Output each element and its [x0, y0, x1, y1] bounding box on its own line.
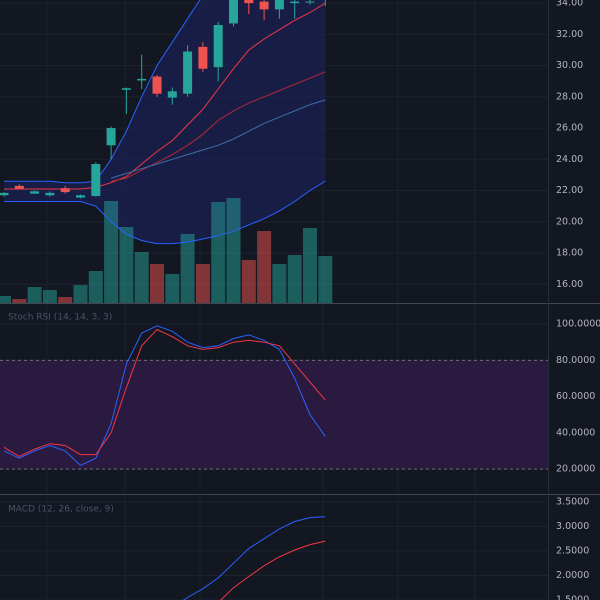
volume-bar — [73, 285, 88, 303]
candle-body — [91, 163, 101, 197]
volume-bar — [318, 256, 333, 303]
candle-body — [30, 191, 40, 194]
candle-body — [14, 185, 24, 189]
y-tick-label: 20.00 — [556, 216, 583, 227]
indicator-line — [4, 0, 201, 184]
candle-body — [290, 1, 300, 4]
candle-body — [76, 195, 85, 198]
pane — [0, 0, 548, 303]
volume-bar — [226, 198, 241, 303]
band-fill — [0, 360, 548, 470]
volume-bar — [27, 287, 42, 303]
volume-bar — [195, 264, 210, 303]
y-tick-label: 26.00 — [556, 123, 583, 134]
indicator-line — [4, 180, 326, 245]
volume-bar — [88, 271, 103, 303]
y-tick-label: 28.00 — [556, 91, 583, 102]
indicator-line — [182, 516, 326, 600]
y-tick-label: 22.00 — [556, 185, 583, 196]
volume-bar — [134, 252, 149, 303]
y-tick-label: 32.00 — [556, 29, 583, 40]
indicator-line — [3, 325, 326, 466]
y-tick-label: 34.00 — [556, 0, 583, 9]
y-tick-label: 16.00 — [556, 279, 583, 290]
y-tick-label: 30.00 — [556, 60, 583, 71]
candle-body — [259, 1, 269, 10]
candle-body — [183, 51, 193, 94]
y-tick-label: 3.0000 — [556, 521, 589, 532]
volume-bar — [150, 264, 164, 303]
volume-bar — [165, 274, 180, 303]
candle-body — [274, 0, 284, 10]
y-tick-label: 80.0000 — [556, 355, 595, 366]
volume-bar — [257, 231, 272, 303]
y-tick-label: 1.5000 — [556, 595, 589, 600]
volume-bar — [119, 227, 134, 303]
volume-bar — [42, 290, 57, 303]
volume-bar — [211, 202, 226, 303]
candle-body — [305, 1, 315, 3]
volume-bar — [241, 260, 256, 303]
y-tick-label: 18.00 — [556, 248, 583, 259]
indicator-title: Stoch RSI (14, 14, 3, 3) — [8, 313, 112, 323]
indicator-line — [110, 99, 326, 179]
y-tick-label: 40.0000 — [556, 427, 595, 438]
pane — [0, 305, 548, 493]
candle-body — [121, 88, 131, 90]
candle-body — [213, 24, 223, 68]
volume-bar — [58, 297, 73, 303]
volume-bar — [180, 234, 195, 303]
candle-body — [167, 91, 177, 98]
y-tick-label: 60.0000 — [556, 391, 595, 402]
y-tick-label: 3.5000 — [556, 496, 589, 507]
volume-bar — [104, 201, 119, 303]
indicator-line — [3, 328, 326, 457]
y-tick-label: 2.0000 — [556, 570, 589, 581]
candle-body — [106, 128, 116, 146]
candle-body — [45, 192, 55, 196]
indicator-line — [4, 2, 326, 190]
candle-body — [137, 78, 147, 81]
indicator-title: MACD (12, 26, close, 9) — [8, 505, 114, 515]
candle-body — [244, 0, 254, 4]
volume-bar — [12, 299, 27, 303]
volume-bar — [272, 264, 287, 303]
y-tick-label: 2.5000 — [556, 545, 589, 556]
volume-bar — [303, 228, 317, 303]
pane — [0, 497, 548, 600]
volume-bar — [0, 296, 11, 303]
y-tick-label: 20.0000 — [556, 464, 595, 475]
y-tick-label: 100.0000 — [556, 319, 600, 330]
y-tick-label: 24.00 — [556, 154, 583, 165]
candle-body — [229, 0, 238, 24]
candle-body — [60, 188, 70, 193]
volume-bar — [287, 255, 302, 303]
candle-body — [0, 192, 9, 196]
candle-body — [198, 46, 208, 69]
candle-body — [152, 76, 162, 94]
indicator-line — [220, 540, 326, 600]
